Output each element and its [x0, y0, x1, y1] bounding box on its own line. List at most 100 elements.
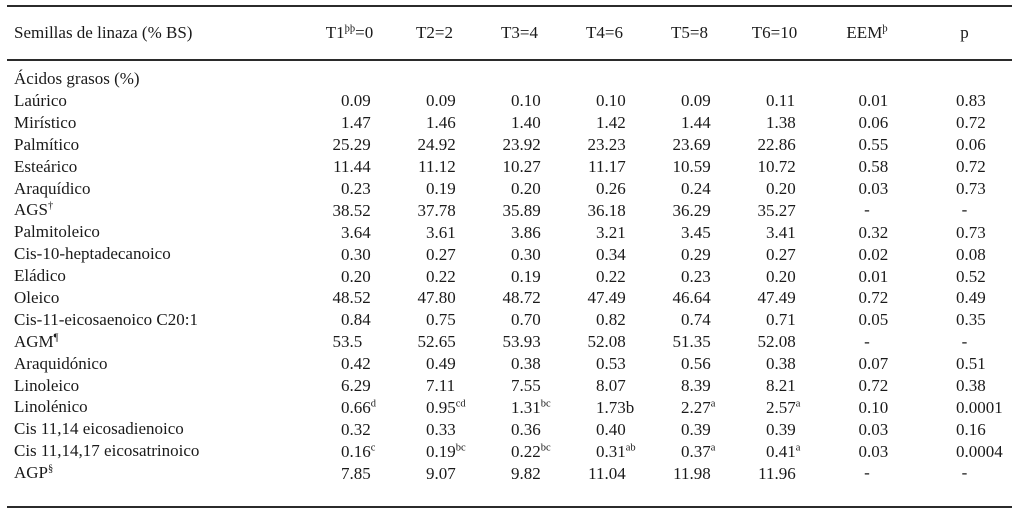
value-cell: 3.64 [341, 222, 371, 242]
value-cell: 1.40 [511, 113, 541, 133]
value-cell: 0.09 [681, 91, 711, 111]
value-cell: 0.36 [511, 419, 541, 439]
value-cell: 11.04 [588, 463, 626, 483]
value-cell: 11.44 [333, 157, 371, 177]
value-cell: 8.21 [766, 376, 796, 396]
value-cell: 0.20 [766, 266, 796, 286]
value-cell: 0.41a [766, 441, 801, 461]
not-applicable-dash: - [864, 331, 870, 351]
value-cell: 1.73b [596, 397, 635, 417]
row-label: Araquídico [14, 178, 91, 198]
value-cell: 0.08 [956, 244, 986, 264]
table-row: Cis 11,14,17 eicosatrinoico 0.16c 0.19bc 0.… [7, 440, 1012, 462]
value-cell: 0.20 [511, 179, 541, 198]
value-cell: - [917, 462, 1012, 484]
row-label: Palmitoleico [14, 222, 100, 242]
value-cell: 37.78 [417, 200, 456, 220]
value-cell: 0.10 [596, 91, 626, 111]
value-cell: 0.51 [956, 354, 986, 374]
table-row: Esteárico 11.44 11.12 10.27 11.17 10.59 10.72 0… [7, 156, 1012, 178]
value-cell: 38.52 [332, 200, 371, 220]
value-cell: 2.57a [766, 397, 801, 417]
value-cell: 0.66d [341, 397, 376, 417]
value-cell: 0.72 [956, 157, 986, 177]
value-cell: - [817, 462, 917, 484]
value-cell: 0.06 [956, 135, 986, 155]
table-row: Palmítico 25.29 24.92 23.92 23.23 23.69 22.86 0… [7, 134, 1012, 156]
value-cell: 0.33 [426, 419, 456, 439]
column-header: T3=4 [477, 5, 562, 61]
value-cell: 0.03 [858, 441, 889, 461]
not-applicable-dash: - [961, 331, 968, 351]
value-cell: 47.49 [587, 288, 626, 308]
column-header: T2=2 [392, 5, 477, 61]
bottom-rule [7, 506, 1012, 509]
value-cell: 11.17 [588, 157, 626, 177]
value-cell: 1.47 [341, 113, 371, 133]
value-cell: 3.21 [596, 222, 626, 242]
value-cell: 53.93 [502, 332, 541, 352]
not-applicable-dash: - [864, 200, 870, 220]
value-cell: 47.80 [417, 288, 456, 308]
value-cell: 0.26 [596, 179, 626, 198]
value-cell: 3.45 [681, 222, 711, 242]
row-label: Cis 11,14 eicosadienoico [14, 419, 184, 439]
row-label: AGM¶ [14, 331, 59, 351]
value-cell: 7.55 [511, 376, 541, 396]
section-row: Ácidos grasos (%) [7, 60, 1012, 90]
value-cell: 1.42 [596, 113, 626, 133]
value-cell: 0.20 [766, 179, 796, 198]
value-cell: 0.22 [426, 266, 456, 286]
table-row: Linoleico 6.29 7.11 7.55 8.07 8.39 8.21 0.72 0.3… [7, 375, 1012, 397]
value-cell: 0.22bc [511, 441, 551, 461]
value-cell: 0.52 [956, 266, 986, 286]
value-cell: 0.70 [511, 310, 541, 330]
value-cell: 0.38 [766, 354, 796, 374]
value-cell: 0.95cd [426, 397, 466, 417]
table-row: Cis 11,14 eicosadienoico 0.32 0.33 0.36 0.40… [7, 418, 1012, 440]
value-cell: 0.38 [511, 354, 541, 374]
row-label: Mirístico [14, 112, 77, 132]
row-label: Oleico [14, 287, 60, 307]
table-row: Cis-10-heptadecanoico 0.30 0.27 0.30 0.34 0.2… [7, 243, 1012, 265]
value-cell: 0.39 [766, 419, 796, 439]
value-cell: 0.11 [766, 91, 796, 111]
value-cell: 11.12 [418, 157, 456, 177]
column-header: T6=10 [732, 5, 817, 61]
value-cell: 0.24 [681, 179, 711, 198]
value-cell: 0.19bc [426, 441, 466, 461]
value-cell: 0.34 [596, 244, 626, 264]
value-cell: 0.56 [681, 354, 711, 374]
table-header: Semillas de linaza (% BS) T1þþ=0 T2=2 T3=4… [7, 5, 1012, 61]
table-row: Linolénico 0.66d 0.95cd 1.31bc 1.73b 2.27a 2.5… [7, 396, 1012, 418]
table-row: Oleico 48.52 47.80 48.72 47.49 46.64 47.49 0.72… [7, 287, 1012, 309]
value-cell: 1.31bc [511, 397, 551, 417]
value-cell: 52.08 [587, 332, 626, 352]
row-label: Laúrico [14, 90, 67, 110]
row-label: Esteárico [14, 156, 78, 176]
value-cell: 0.16c [341, 441, 376, 461]
value-cell: 0.75 [426, 310, 456, 330]
column-header: p [917, 5, 1012, 61]
value-cell: 0.32 [341, 419, 371, 439]
value-cell: 8.39 [681, 376, 711, 396]
table-row: Eládico 0.20 0.22 0.19 0.22 0.23 0.20 0.01 0.52 [7, 265, 1012, 287]
table-row: Laúrico 0.09 0.09 0.10 0.10 0.09 0.11 0.01 0.83 [7, 90, 1012, 112]
value-cell: 0.58 [858, 157, 889, 177]
value-cell: 0.49 [956, 288, 986, 308]
table-row: Palmitoleico 3.64 3.61 3.86 3.21 3.45 3.41 0.32… [7, 221, 1012, 243]
value-cell: 36.29 [672, 200, 711, 220]
value-cell: 0.23 [681, 266, 711, 286]
value-cell: 3.86 [511, 222, 541, 242]
value-cell: 0.19 [426, 179, 456, 198]
table-body: Ácidos grasos (%) Laúrico 0.09 0.09 0.10 0.10… [7, 60, 1012, 484]
row-label: AGS† [14, 200, 54, 220]
value-cell: 47.49 [757, 288, 796, 308]
value-cell: 23.69 [672, 135, 711, 155]
value-cell: - [817, 331, 917, 353]
table-row: Araquidónico 0.42 0.49 0.38 0.53 0.56 0.38 0.07… [7, 353, 1012, 375]
value-cell: 0.72 [858, 376, 889, 396]
value-cell: 0.30 [511, 244, 541, 264]
value-cell: 0.73 [956, 222, 986, 242]
corner-header: Semillas de linaza (% BS) [7, 5, 307, 61]
